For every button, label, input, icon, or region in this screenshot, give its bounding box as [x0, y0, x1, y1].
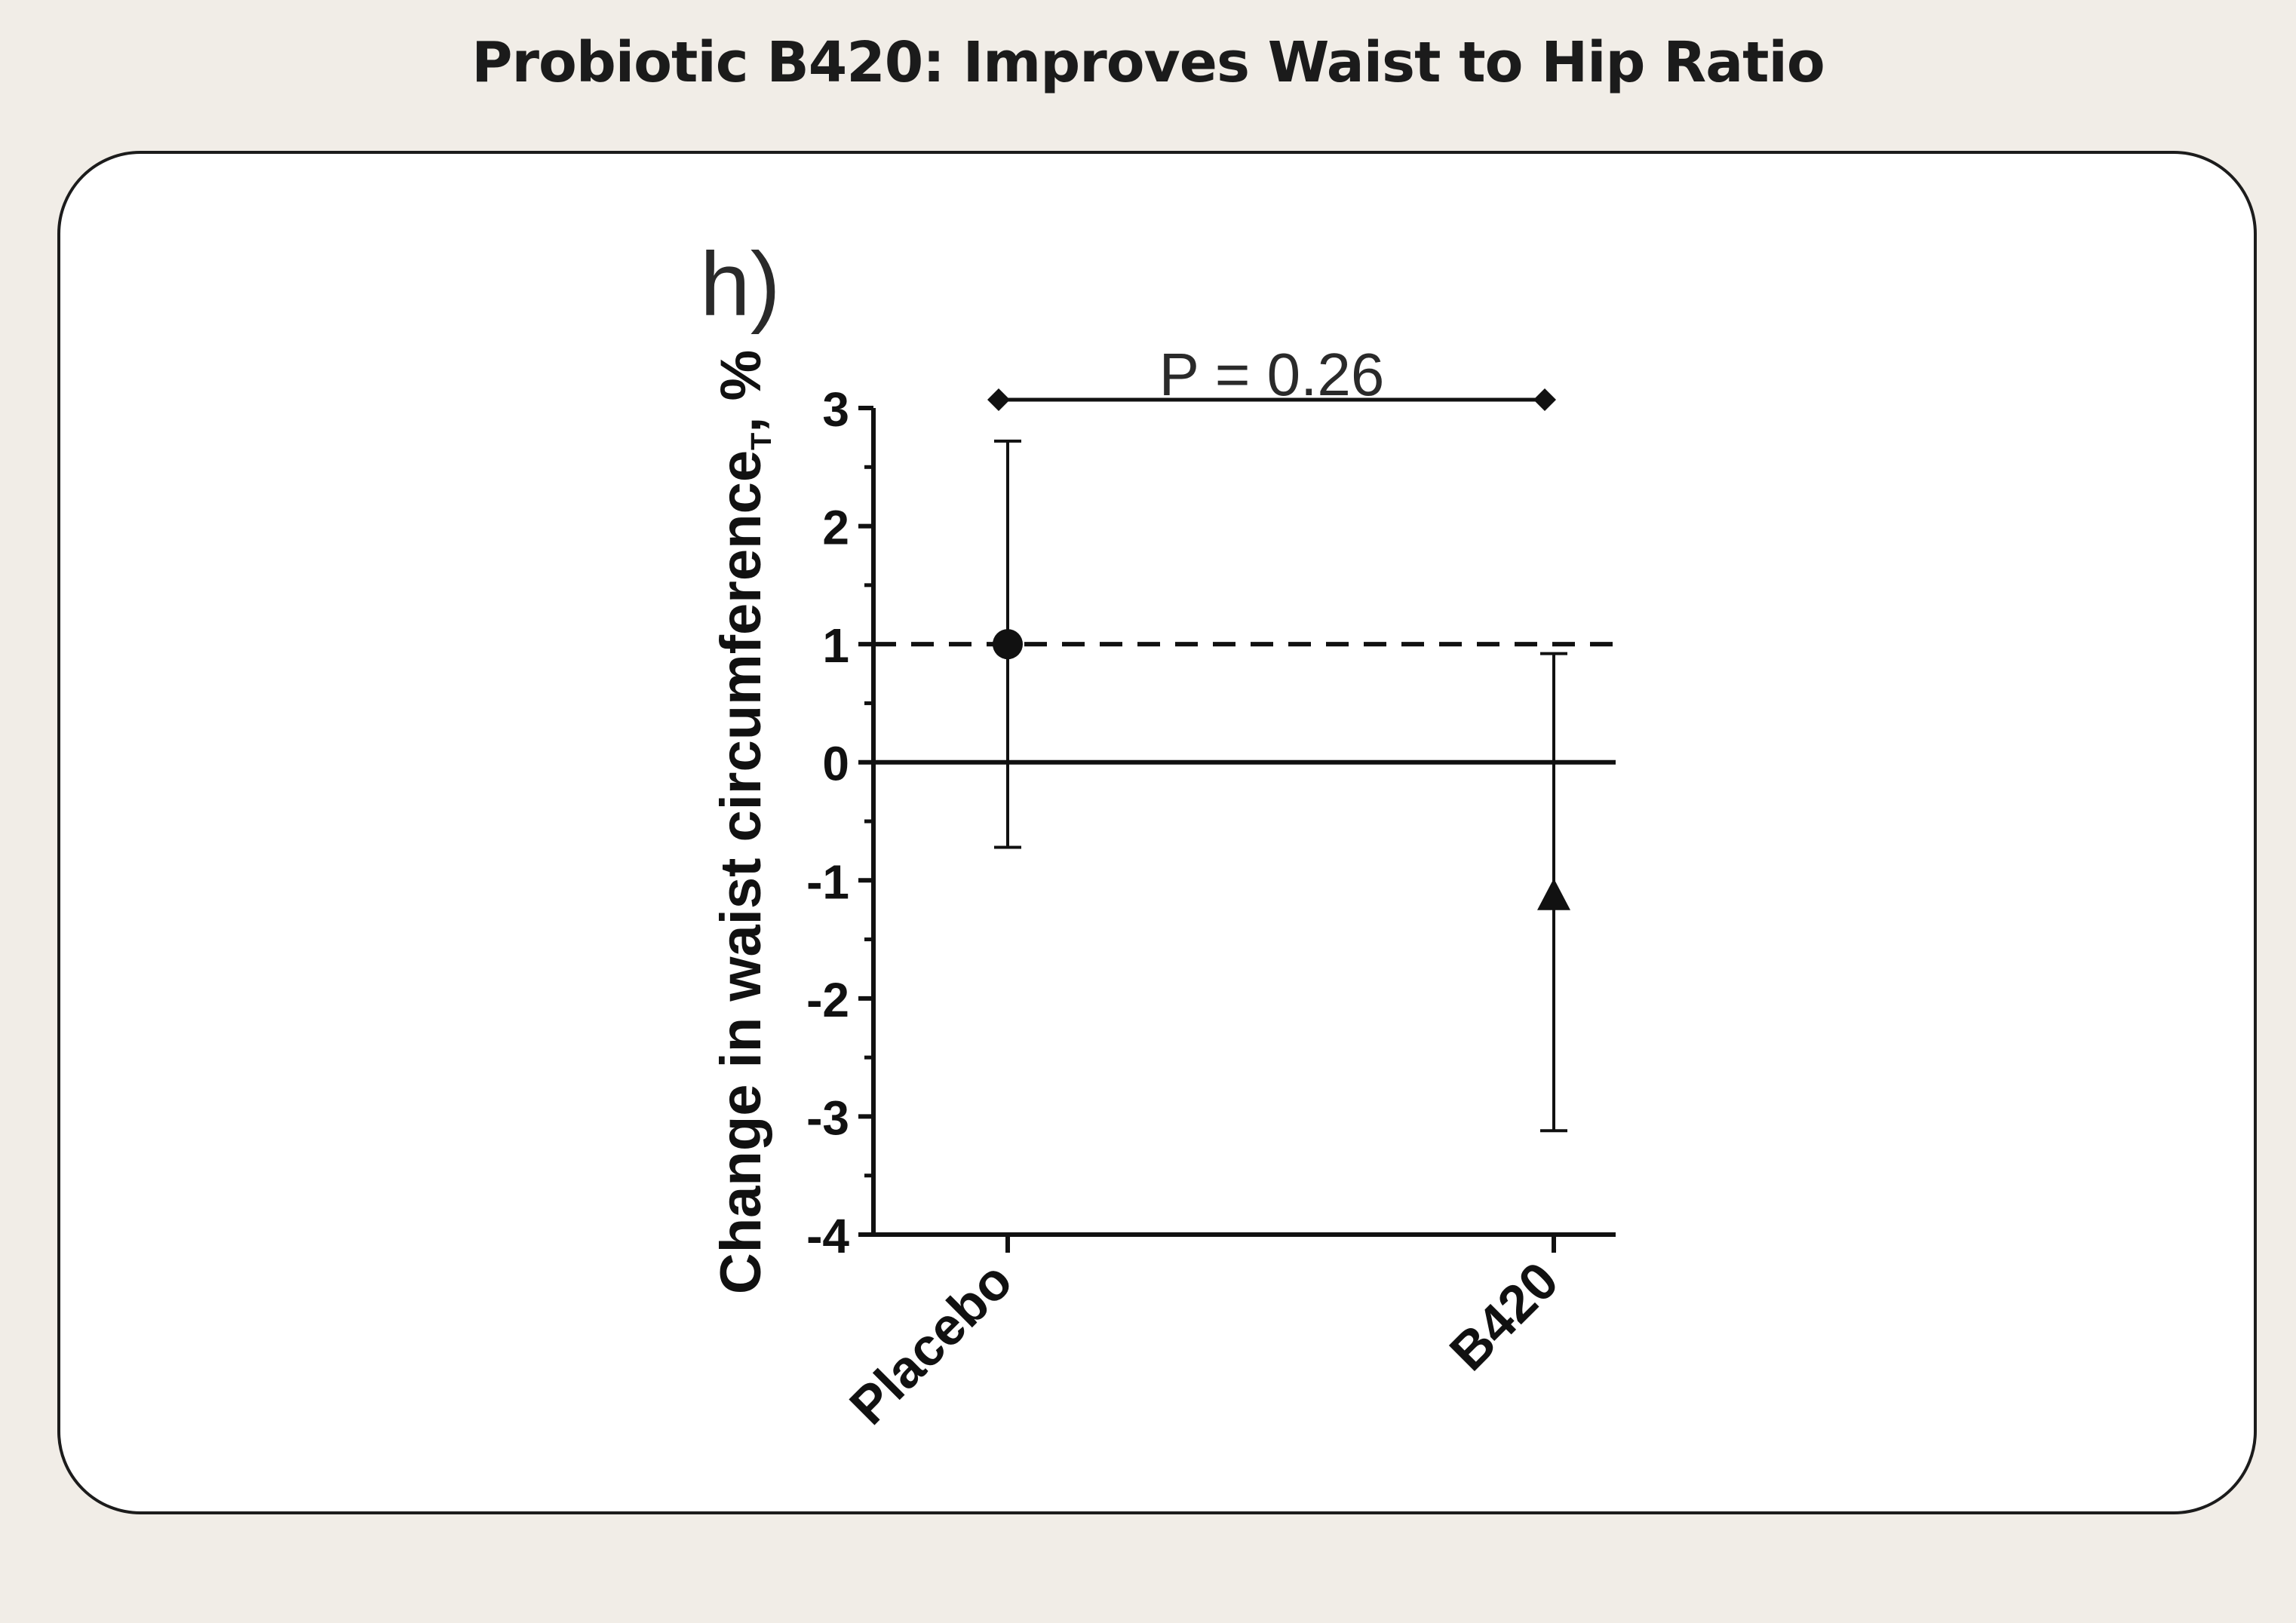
y-axis-title-subscript: T	[746, 433, 778, 450]
y-tick-label: 0	[822, 737, 849, 791]
significance-end-marker	[1533, 388, 1556, 412]
panel-label: h)	[700, 234, 781, 335]
page-title: Probiotic B420: Improves Waist to Hip Ra…	[471, 30, 1825, 95]
y-tick-label: -4	[806, 1209, 849, 1263]
data-point-b420	[1537, 878, 1570, 910]
y-tick-label: -3	[806, 1091, 849, 1145]
y-tick-label: 2	[822, 501, 849, 555]
y-tick-label: -2	[806, 973, 849, 1027]
significance-bracket: P = 0.26	[987, 341, 1556, 412]
chart-card	[57, 151, 2257, 1514]
data-point-placebo	[993, 629, 1023, 660]
x-tick-label: Placebo	[839, 1250, 1024, 1435]
y-axis-title: Change in waist circumferenceT, %	[709, 350, 778, 1294]
data-marks	[993, 439, 1570, 1133]
significance-end-marker	[987, 388, 1010, 412]
y-tick-label: 1	[822, 618, 849, 673]
y-tick-label: -1	[806, 854, 849, 909]
p-value-label: P = 0.26	[1159, 341, 1385, 408]
x-tick-label: B420	[1438, 1250, 1569, 1381]
y-axis-title-main: Change in waist circumference	[709, 450, 773, 1294]
y-tick-label: 3	[822, 382, 849, 437]
y-axis-title-unit: , %	[709, 350, 773, 433]
